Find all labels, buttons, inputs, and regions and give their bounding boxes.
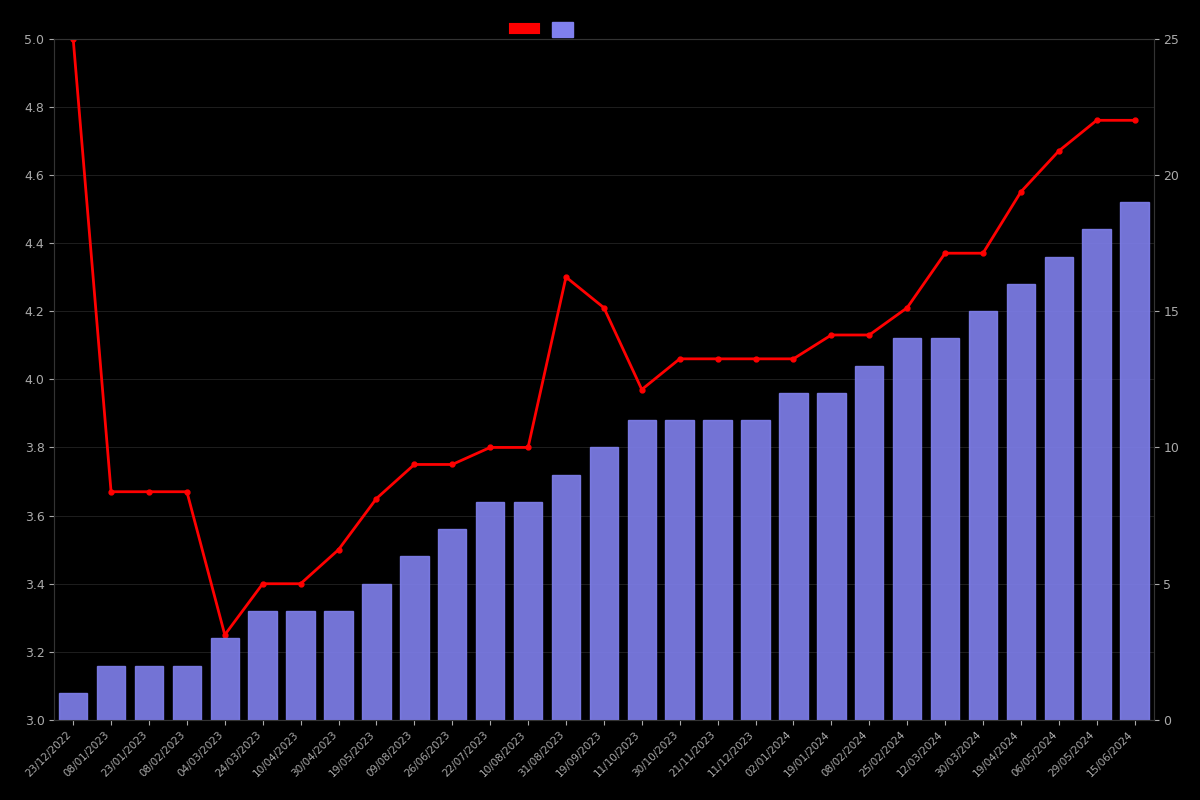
Bar [703, 420, 732, 720]
Bar [1082, 230, 1111, 720]
Bar [324, 611, 353, 720]
Bar [628, 420, 656, 720]
Bar [893, 338, 922, 720]
Bar [514, 502, 542, 720]
Bar [552, 474, 580, 720]
Bar [1007, 284, 1036, 720]
Bar [287, 611, 314, 720]
Bar [173, 666, 202, 720]
Bar [476, 502, 504, 720]
Bar [666, 420, 694, 720]
Bar [400, 557, 428, 720]
Bar [1044, 257, 1073, 720]
Bar [97, 666, 125, 720]
Bar [134, 666, 163, 720]
Bar [817, 393, 846, 720]
Legend: , : , [509, 18, 588, 42]
Bar [968, 311, 997, 720]
Bar [438, 530, 467, 720]
Bar [362, 584, 391, 720]
Bar [742, 420, 769, 720]
Bar [856, 366, 883, 720]
Bar [589, 447, 618, 720]
Bar [1121, 202, 1148, 720]
Bar [210, 638, 239, 720]
Bar [59, 693, 88, 720]
Bar [248, 611, 277, 720]
Bar [931, 338, 959, 720]
Bar [779, 393, 808, 720]
